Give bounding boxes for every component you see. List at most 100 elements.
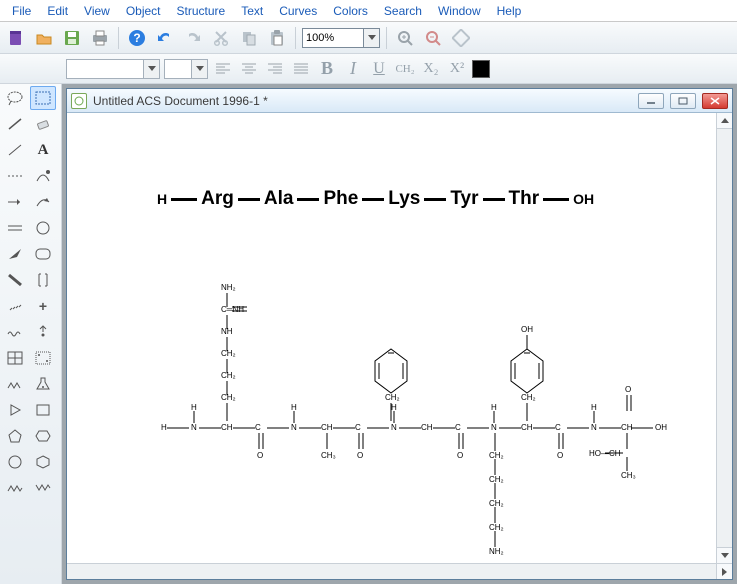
lbl-h: H (191, 403, 197, 412)
play-tool[interactable] (2, 398, 28, 422)
rect-tool[interactable] (30, 398, 56, 422)
lbl-c: C (255, 423, 261, 432)
curved-arrow-tool[interactable] (30, 190, 56, 214)
circle-tool[interactable] (30, 216, 56, 240)
zigzag-tool[interactable] (2, 476, 28, 500)
font-family-combo[interactable] (66, 59, 160, 79)
line-tool[interactable] (2, 138, 28, 162)
bond-tool[interactable] (2, 112, 28, 136)
wedge-down-tool[interactable] (2, 268, 28, 292)
plus-tool[interactable]: + (30, 294, 56, 318)
eraser-tool[interactable] (30, 112, 56, 136)
shape-tool-icon[interactable] (449, 26, 473, 50)
underline-icon[interactable]: U (368, 58, 390, 80)
chain-tool[interactable] (2, 372, 28, 396)
scroll-up-icon[interactable] (717, 113, 732, 129)
color-swatch[interactable] (472, 60, 490, 78)
canvas-area: Untitled ACS Document 1996-1 * H Arg Ala… (62, 84, 737, 584)
cut-icon[interactable] (209, 26, 233, 50)
bold-icon[interactable]: B (316, 58, 338, 80)
minimize-button[interactable] (638, 93, 664, 109)
menu-structure[interactable]: Structure (169, 2, 234, 20)
horizontal-scrollbar[interactable] (67, 563, 732, 579)
menu-text[interactable]: Text (233, 2, 271, 20)
arrow-tool[interactable] (2, 190, 28, 214)
ellipse-tool[interactable] (2, 450, 28, 474)
rounded-rect-tool[interactable] (30, 242, 56, 266)
close-button[interactable] (702, 93, 728, 109)
zoom-out-icon[interactable] (421, 26, 445, 50)
menu-file[interactable]: File (4, 2, 39, 20)
superscript-icon[interactable]: X² (446, 58, 468, 80)
save-icon[interactable] (60, 26, 84, 50)
attachment-tool[interactable] (30, 320, 56, 344)
document-body[interactable]: H Arg Ala Phe Lys Tyr Thr OH (67, 113, 732, 579)
zoom-input[interactable] (302, 28, 364, 48)
menu-search[interactable]: Search (376, 2, 430, 20)
redo-icon[interactable] (181, 26, 205, 50)
menu-view[interactable]: View (76, 2, 118, 20)
cyclohex-tool[interactable] (30, 450, 56, 474)
lbl-ch: CH (321, 423, 333, 432)
wedge-tool[interactable] (2, 242, 28, 266)
menu-window[interactable]: Window (430, 2, 489, 20)
zoom-in-icon[interactable] (393, 26, 417, 50)
document-titlebar[interactable]: Untitled ACS Document 1996-1 * (67, 89, 732, 113)
lbl-ch2: CH₂ (385, 393, 400, 402)
hexagon-tool[interactable] (30, 424, 56, 448)
scroll-right-icon[interactable] (716, 564, 732, 579)
menu-object[interactable]: Object (118, 2, 169, 20)
menu-colors[interactable]: Colors (325, 2, 376, 20)
table-tool[interactable] (2, 346, 28, 370)
lbl-o: O (357, 451, 363, 460)
template-tool[interactable] (30, 346, 56, 370)
lbl-ch2: CH₂ (489, 475, 504, 484)
zoom-dropdown[interactable] (364, 28, 380, 48)
dashed-line-tool[interactable] (2, 164, 28, 188)
lbl-nh2: NH₂ (221, 283, 236, 292)
hash-bond-tool[interactable] (2, 294, 28, 318)
lbl-oh: OH (655, 423, 667, 432)
paste-icon[interactable] (265, 26, 289, 50)
help-icon[interactable]: ? (125, 26, 149, 50)
lbl-n: N (491, 423, 497, 432)
menu-curves[interactable]: Curves (271, 2, 325, 20)
text-tool[interactable]: A (30, 138, 56, 162)
lbl-oh: OH (521, 325, 533, 334)
pen-tool[interactable] (30, 164, 56, 188)
scroll-down-icon[interactable] (717, 547, 732, 563)
formula-icon[interactable]: CH₂ (394, 58, 416, 80)
lbl-o: O (625, 385, 631, 394)
marquee-tool[interactable] (30, 86, 56, 110)
subscript-icon[interactable]: X₂ (420, 58, 442, 80)
zigzag2-tool[interactable] (30, 476, 56, 500)
wavy-bond-tool[interactable] (2, 320, 28, 344)
font-size-combo[interactable] (164, 59, 208, 79)
vertical-scrollbar[interactable] (716, 113, 732, 563)
lbl-nh2: NH₂ (489, 547, 504, 556)
lbl-hoch: HO—CH (589, 449, 621, 458)
new-document-icon[interactable] (4, 26, 28, 50)
double-line-tool[interactable] (2, 216, 28, 240)
document-icon (71, 93, 87, 109)
align-justify-icon[interactable] (290, 58, 312, 80)
print-icon[interactable] (88, 26, 112, 50)
italic-icon[interactable]: I (342, 58, 364, 80)
copy-icon[interactable] (237, 26, 261, 50)
align-right-icon[interactable] (264, 58, 286, 80)
lbl-cnh: C═NH (221, 305, 244, 314)
align-left-icon[interactable] (212, 58, 234, 80)
lbl-c: C (555, 423, 561, 432)
align-center-icon[interactable] (238, 58, 260, 80)
menu-bar: File Edit View Object Structure Text Cur… (0, 0, 737, 22)
menu-help[interactable]: Help (489, 2, 530, 20)
menu-edit[interactable]: Edit (39, 2, 76, 20)
bracket-tool[interactable] (30, 268, 56, 292)
pentagon-tool[interactable] (2, 424, 28, 448)
flask-tool[interactable] (30, 372, 56, 396)
maximize-button[interactable] (670, 93, 696, 109)
open-icon[interactable] (32, 26, 56, 50)
lasso-tool[interactable] (2, 86, 28, 110)
lbl-ch2: CH₂ (221, 349, 236, 358)
undo-icon[interactable] (153, 26, 177, 50)
